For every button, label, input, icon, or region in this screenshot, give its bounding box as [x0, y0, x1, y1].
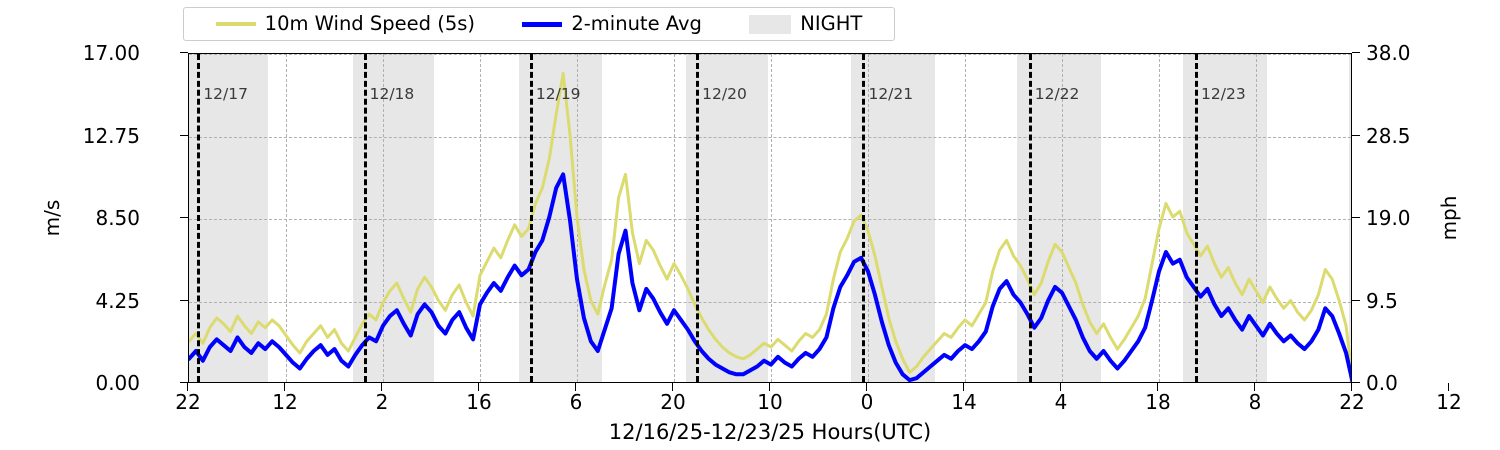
x-tick-label: 20: [660, 390, 686, 414]
legend-item-avg: 2-minute Avg: [522, 14, 702, 34]
x-tick-label: 12: [272, 390, 298, 414]
y-tick-label-right: 28.5: [1366, 123, 1411, 148]
gridline-horizontal: [189, 136, 1351, 138]
x-tick: [1254, 383, 1255, 391]
y-tick-label-right: 38.0: [1366, 41, 1411, 65]
gridline-vertical: [383, 54, 384, 382]
day-boundary-line: [696, 54, 700, 382]
y-tick-label-right: 9.5: [1366, 288, 1398, 313]
x-tick-label: 6: [569, 390, 583, 414]
y-tick-left: [180, 217, 188, 218]
legend-label-night: NIGHT: [800, 12, 863, 36]
day-boundary-label: 12/23: [1201, 85, 1246, 103]
x-tick: [381, 383, 382, 391]
day-boundary-line: [363, 54, 367, 382]
day-boundary-line: [197, 54, 201, 382]
gridline-vertical: [480, 54, 481, 382]
gridline-vertical: [1256, 54, 1257, 382]
day-boundary-label: 12/21: [868, 85, 914, 103]
x-tick-label: 16: [466, 390, 492, 414]
legend-label-avg: 2-minute Avg: [571, 12, 702, 36]
legend-item-night: NIGHT: [749, 14, 862, 34]
gridline-horizontal: [189, 219, 1351, 220]
x-axis-title: 12/16/25-12/23/25 Hours(UTC): [608, 420, 932, 444]
day-boundary-label: 12/17: [203, 85, 248, 103]
chart-legend: 10m Wind Speed (5s) 2-minute Avg NIGHT: [183, 7, 895, 41]
gridline-vertical: [965, 54, 966, 382]
y-tick-label-left: 4.25: [95, 288, 140, 313]
legend-swatch-gust: [215, 22, 256, 26]
x-tick-label: 18: [1145, 390, 1171, 414]
gridline-vertical: [674, 54, 675, 382]
y-tick-label-right: 0.0: [1366, 371, 1398, 395]
gridline-vertical: [1062, 54, 1063, 382]
x-tick: [478, 383, 479, 391]
gridline-horizontal: [189, 54, 1351, 55]
x-tick-label: 22: [175, 390, 201, 414]
y-tick-right: [1352, 382, 1360, 383]
y-tick-left: [180, 52, 188, 53]
y-tick-label-right: 19.0: [1366, 206, 1411, 230]
day-boundary-label: 12/18: [369, 85, 415, 103]
x-tick: [284, 383, 285, 391]
y-tick-label-left: 12.75: [82, 123, 140, 148]
series-line-10m-wind-speed-5s: [189, 71, 1351, 380]
night-band: [353, 54, 435, 382]
legend-item-gust: 10m Wind Speed (5s): [215, 12, 475, 36]
y-tick-left: [180, 382, 188, 383]
day-boundary-label: 12/19: [535, 85, 581, 103]
day-boundary-line: [1028, 54, 1032, 382]
legend-swatch-avg: [522, 21, 563, 27]
legend-label-gust: 10m Wind Speed (5s): [264, 12, 475, 36]
x-tick-label: 22: [1339, 390, 1365, 414]
night-band: [1348, 54, 1351, 382]
gridline-vertical: [771, 54, 772, 382]
gridline-vertical: [286, 54, 287, 382]
y-tick-left: [180, 299, 188, 301]
x-tick-label: 8: [1248, 390, 1262, 414]
x-tick-label: 0: [860, 390, 874, 414]
legend-swatch-night: [749, 14, 792, 34]
y-tick-label-left: 0.00: [95, 371, 140, 395]
x-tick: [672, 383, 673, 391]
y-tick-label-left: 17.00: [82, 41, 140, 65]
plot-area: 12/17 12/18 12/19 12/20 12/21 12/22 12/23: [188, 53, 1352, 383]
y-tick-right: [1352, 217, 1360, 218]
y-tick-right: [1352, 52, 1360, 53]
gridline-vertical: [868, 54, 869, 382]
x-tick: [769, 383, 770, 391]
gridline-horizontal: [189, 301, 1351, 303]
y-tick-left: [180, 134, 188, 136]
x-tick: [1157, 383, 1158, 391]
x-tick: [187, 383, 188, 391]
day-boundary-line: [862, 54, 866, 382]
x-tick-label: 14: [951, 390, 977, 414]
x-tick: [1060, 383, 1061, 391]
x-tick-label: 4: [1054, 390, 1068, 414]
night-band: [685, 54, 769, 382]
x-tick: [963, 383, 964, 391]
series-line-2-minute-avg: [189, 172, 1351, 382]
day-boundary-label: 12/20: [702, 85, 747, 103]
x-tick: [1448, 383, 1449, 391]
day-boundary-label: 12/22: [1034, 85, 1080, 103]
gridline-vertical: [1159, 54, 1160, 382]
x-tick-label: 12: [1436, 390, 1462, 414]
y-tick-label-left: 8.50: [95, 206, 140, 230]
x-tick: [575, 383, 576, 391]
day-boundary-line: [529, 54, 533, 382]
x-tick: [1351, 383, 1352, 391]
x-tick: [866, 383, 867, 391]
y-tick-right: [1352, 134, 1360, 136]
x-tick-label: 10: [757, 390, 783, 414]
x-tick-label: 2: [375, 390, 389, 414]
y-tick-right: [1352, 299, 1360, 301]
data-series-group: [189, 71, 1351, 382]
day-boundary-line: [1195, 54, 1199, 382]
y-axis-right-title: mph: [1437, 195, 1461, 241]
y-axis-left-title: m/s: [40, 199, 64, 237]
